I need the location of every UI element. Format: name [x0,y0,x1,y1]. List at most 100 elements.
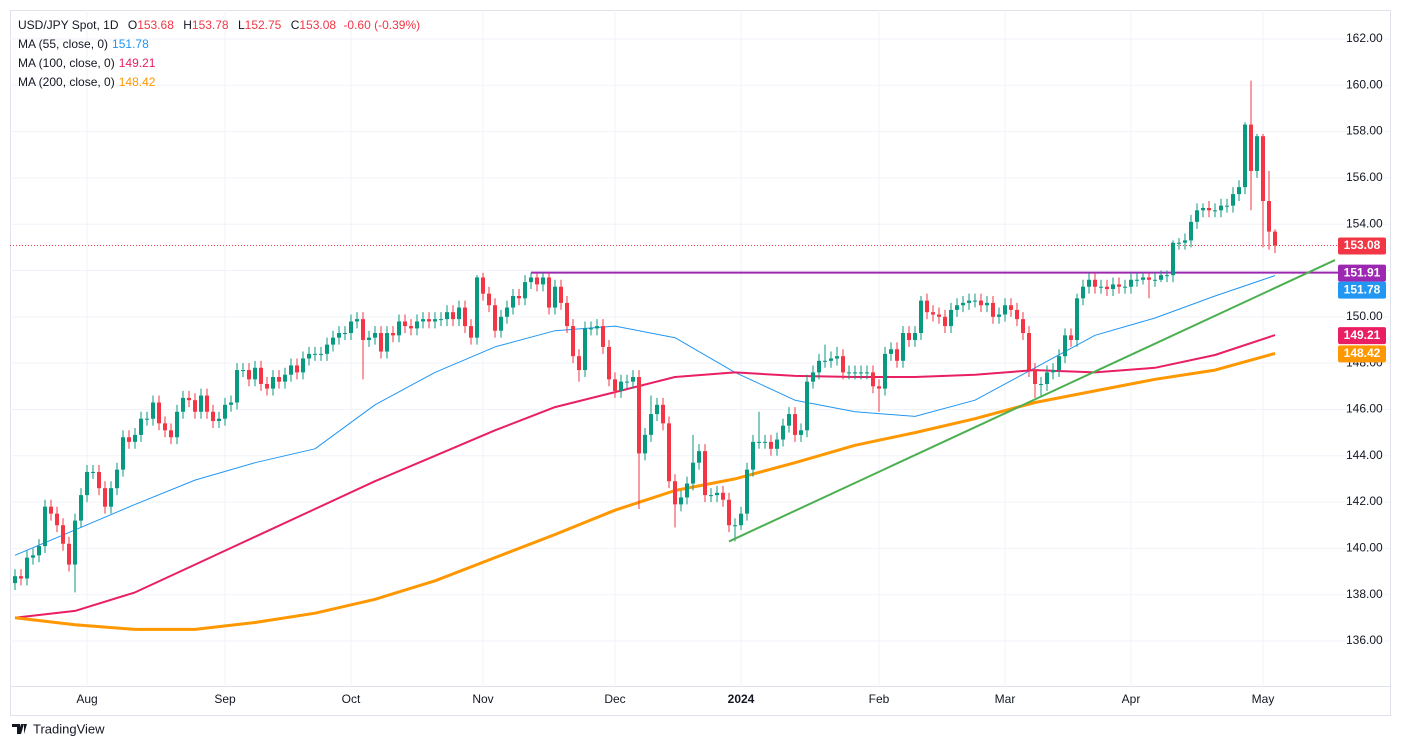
candle-body [295,365,299,373]
candle-body [343,333,347,335]
candle-body [859,372,863,374]
candle-body [541,277,545,285]
candle-body [175,411,179,438]
candle-body [67,543,71,565]
ohlc-value: 153.08 [299,18,337,32]
candle-body [367,337,371,340]
candle-body [307,353,311,359]
candle-body [163,423,167,431]
candle-body [187,397,191,401]
candle-body [19,576,23,579]
candle-body [1003,305,1007,315]
candle-body [805,381,809,431]
candle-body [229,402,233,405]
candle-body [649,414,653,435]
candle-body [1267,201,1271,232]
candle-body [967,300,971,303]
candle-body [853,372,857,374]
candle-body [373,333,377,338]
candle-body [781,425,785,440]
price-tag-label: 153.08 [1344,238,1381,252]
candle-body [1075,298,1079,340]
price-tag-label: 151.78 [1344,282,1381,296]
candle-body [217,418,221,422]
candle-body [1057,356,1061,371]
candle-body [1201,207,1205,211]
y-tick-label: 156.00 [1346,170,1383,184]
moving-average [14,334,1276,619]
x-tick-label: Aug [76,692,97,706]
candle-body [985,302,989,306]
candle-body [1135,279,1139,281]
change: -0.60 (-0.39%) [343,18,421,32]
candle-body [223,404,227,419]
candle-body [313,353,317,355]
candle-body [511,295,515,308]
candle-body [715,492,719,496]
candle-body [1243,124,1247,188]
candle-body [31,555,35,558]
x-tick-label: Oct [342,692,361,706]
candle-body [361,319,365,340]
candle-body [1141,277,1145,280]
candle-body [1081,286,1085,299]
y-tick-label: 160.00 [1346,77,1383,91]
candle-body [241,370,245,372]
candle-body [655,404,659,415]
candle-body [37,546,41,556]
candle-body [73,520,77,565]
candle-body [751,441,755,470]
ohlc-value: 152.75 [244,18,282,32]
candle-body [439,319,443,321]
candle-body [913,333,917,340]
candle-body [1111,284,1115,290]
candle-body [169,430,173,438]
candle-body [403,321,407,327]
candle-body [235,370,239,403]
candle-body [325,344,329,354]
candle-body [613,379,617,391]
candle-body [79,495,83,521]
price-tag [1338,264,1386,282]
logo-text: TradingView [33,721,105,736]
candle-body [1219,205,1223,211]
legend: USD/JPY Spot, 1D O153.68 H153.78 L152.75… [18,16,420,92]
y-tick-label: 150.00 [1346,309,1383,323]
ma-value: 151.78 [112,37,149,51]
y-tick-label: 158.00 [1346,124,1383,138]
candle-body [193,400,197,412]
candle-body [355,319,359,322]
candle-body [181,397,185,412]
candle-body [139,418,143,435]
candle-body [589,328,593,330]
candle-body [475,277,479,338]
candle-body [739,513,743,526]
candle-body [427,319,431,322]
candle-body [1189,221,1193,241]
candle-body [877,386,881,389]
candle-body [349,321,353,334]
x-tick-label: Apr [1122,692,1141,706]
candle-body [289,365,293,375]
candle-body [1045,372,1049,384]
ohlc-label: O [127,18,138,32]
candle-body [253,367,257,380]
candle-body [565,302,569,327]
moving-average [14,351,1276,631]
candle-body [469,326,473,338]
candle-body [259,367,263,384]
candle-body [1063,335,1067,357]
candle-body [1105,286,1109,290]
ma-name: MA (100, close, 0) [18,56,115,70]
candle-body [631,377,635,382]
candle-body [661,404,665,424]
candle-body [1093,279,1097,287]
candle-body [961,302,965,306]
candle-body [115,469,119,489]
candle-body [841,356,845,373]
candle-body [787,414,791,426]
plot [10,80,1338,631]
candle-body [799,430,803,435]
